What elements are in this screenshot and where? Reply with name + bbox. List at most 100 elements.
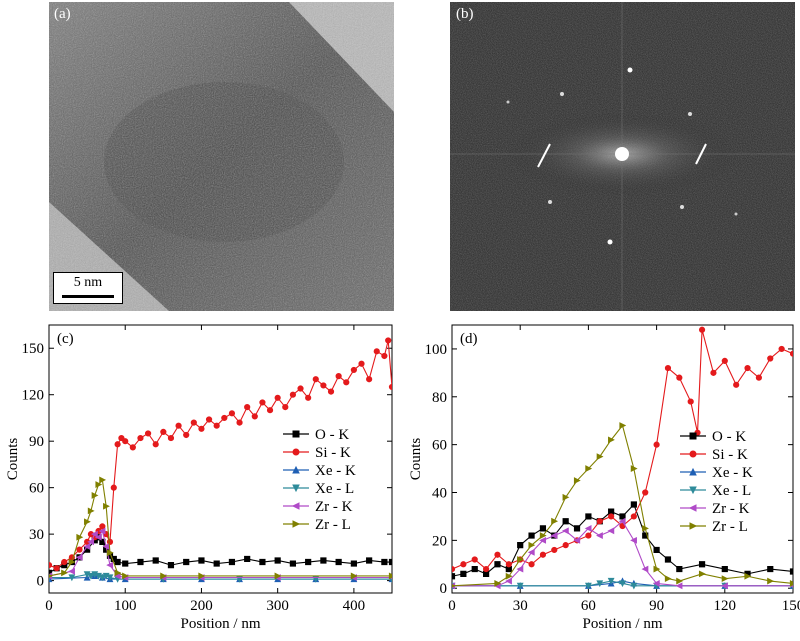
data-point (721, 575, 729, 583)
data-point (381, 352, 388, 360)
x-tick-label: 0 (45, 598, 53, 614)
data-point (343, 379, 350, 386)
data-point (152, 557, 159, 564)
data-point (573, 477, 581, 484)
data-point (562, 518, 569, 525)
legend-label: O - K (315, 427, 349, 443)
x-tick-label: 120 (714, 598, 737, 614)
data-point (642, 524, 649, 532)
series-line-zr-l (49, 478, 392, 577)
data-point (114, 569, 122, 577)
legend-label: Si - K (712, 447, 748, 463)
x-tick-label: 60 (581, 598, 596, 614)
data-point (266, 407, 274, 414)
legend-marker (292, 430, 300, 438)
legend-label: Xe - K (315, 463, 356, 479)
data-point (551, 546, 558, 553)
data-point (175, 422, 182, 429)
data-point (630, 513, 637, 520)
data-point (664, 556, 672, 563)
data-point (213, 422, 220, 429)
legend-marker (689, 522, 698, 530)
data-point (789, 350, 793, 357)
data-point (87, 572, 95, 580)
data-point (95, 481, 103, 488)
data-point (259, 558, 266, 566)
data-point (61, 558, 68, 566)
data-point (106, 549, 114, 557)
scale-bar-line (62, 295, 114, 298)
data-point (733, 381, 740, 388)
x-tick-label: 0 (448, 598, 456, 614)
data-point (167, 435, 175, 442)
data-point (102, 543, 110, 550)
data-point (676, 374, 683, 381)
data-point (61, 569, 68, 577)
data-point (98, 527, 106, 535)
data-point (236, 419, 243, 426)
chart-d: 0 30 60 90 120 150 0 20 40 60 80 100 Position / nm Co… (408, 324, 800, 632)
data-point (664, 575, 672, 583)
legend-marker (689, 486, 697, 495)
panel-label-a: (a) (54, 6, 71, 22)
data-point (698, 570, 706, 578)
data-point (137, 435, 144, 442)
data-point (505, 577, 512, 585)
data-point (198, 572, 206, 580)
legend-marker (292, 520, 301, 528)
data-point (91, 491, 99, 499)
data-point (584, 524, 592, 532)
data-point (755, 374, 763, 381)
data-point (198, 557, 205, 564)
data-point (778, 345, 785, 352)
data-point (630, 536, 637, 544)
data-point (653, 565, 661, 573)
data-point (562, 542, 569, 549)
legend-marker (292, 484, 300, 493)
data-point (516, 582, 524, 590)
x-axis-label: Position / nm (180, 616, 260, 632)
data-point (228, 558, 236, 566)
data-point (675, 582, 683, 590)
data-point (653, 441, 660, 448)
data-point (274, 394, 281, 401)
data-point (312, 376, 319, 383)
data-point (641, 565, 649, 573)
data-point (274, 557, 281, 564)
data-point (698, 561, 706, 568)
data-point (767, 577, 774, 585)
data-point (350, 366, 357, 373)
legend-label: Zr - L (712, 519, 748, 535)
data-point (653, 546, 660, 554)
data-point (630, 582, 638, 590)
data-point (505, 561, 512, 568)
data-point (767, 565, 774, 573)
y-tick-label: 90 (29, 434, 44, 450)
data-point (84, 518, 91, 526)
tem-image-panel: (a) 5 nm (49, 2, 394, 311)
data-point (721, 582, 728, 590)
y-tick-label: 30 (29, 527, 44, 543)
scale-bar-label: 5 nm (73, 275, 103, 290)
data-point (110, 484, 117, 491)
plot-frame (451, 324, 794, 594)
data-point (619, 580, 626, 588)
data-point (471, 565, 478, 573)
y-tick-label: 20 (432, 533, 447, 549)
data-point (122, 572, 129, 580)
data-point (366, 557, 373, 564)
data-point (152, 441, 159, 448)
data-point (373, 348, 380, 355)
data-point (87, 507, 95, 515)
data-point (385, 337, 392, 344)
legend-label: Xe - L (315, 481, 354, 497)
data-point (388, 558, 392, 566)
data-point (608, 436, 615, 444)
data-point (198, 425, 205, 432)
data-point (327, 388, 335, 395)
legend-label: O - K (712, 429, 746, 445)
data-point (630, 501, 637, 508)
data-point (144, 430, 152, 437)
data-point (584, 582, 592, 590)
data-point (118, 435, 125, 442)
